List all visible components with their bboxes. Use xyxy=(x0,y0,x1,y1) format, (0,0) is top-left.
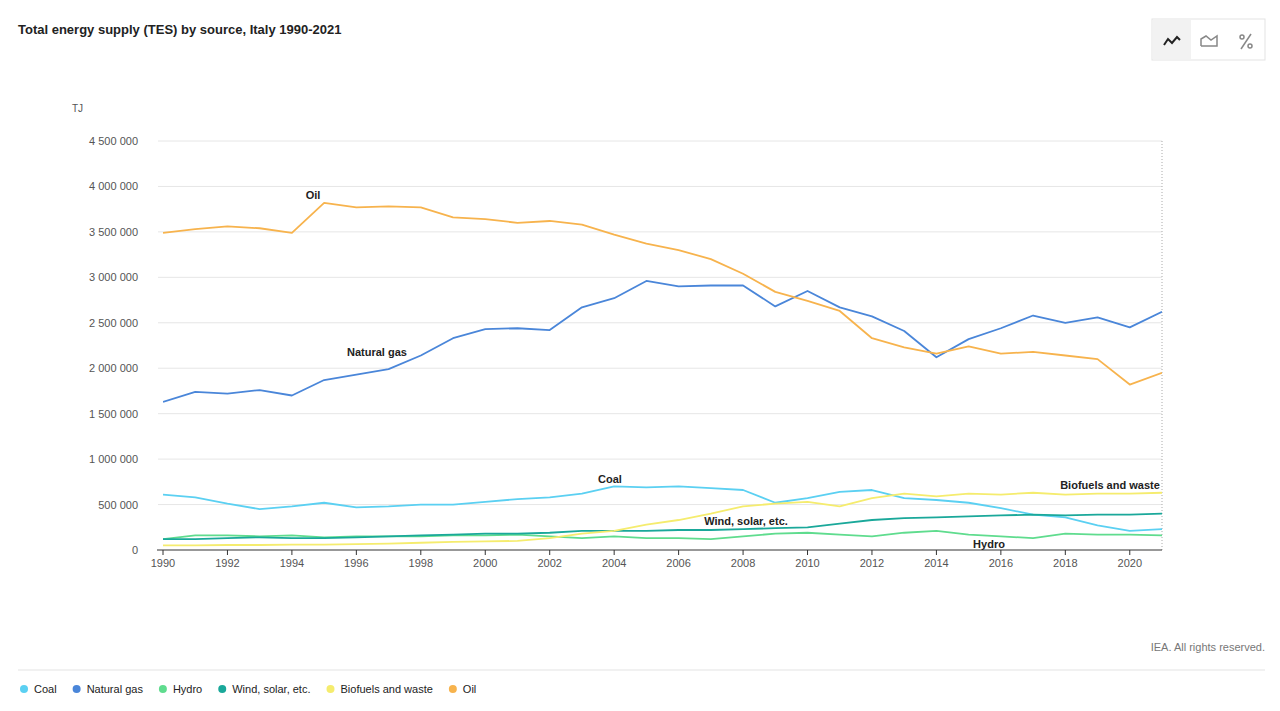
x-tick xyxy=(614,550,615,555)
y-tick-label: 0 xyxy=(132,544,138,556)
x-tick xyxy=(807,550,808,555)
series-line xyxy=(163,493,1162,546)
legend-swatch xyxy=(20,685,28,693)
series-label: Natural gas xyxy=(347,346,407,358)
y-tick-label: 2 000 000 xyxy=(89,362,138,374)
percent-icon xyxy=(1248,44,1252,48)
legend-label: Wind, solar, etc. xyxy=(232,683,310,695)
series-line xyxy=(163,281,1162,402)
x-tick-label: 2002 xyxy=(537,557,561,569)
legend-swatch xyxy=(218,685,226,693)
x-tick-label: 2000 xyxy=(473,557,497,569)
x-tick xyxy=(871,550,872,555)
series-label: Hydro xyxy=(973,538,1005,550)
y-tick-label: 500 000 xyxy=(98,499,138,511)
x-tick-label: 2018 xyxy=(1053,557,1077,569)
percent-icon xyxy=(1240,35,1244,39)
series-label: Oil xyxy=(306,189,321,201)
y-tick-label: 1 000 000 xyxy=(89,453,138,465)
x-tick xyxy=(743,550,744,555)
legend: Coal Natural gas Hydro Wind, solar, etc. Bio… xyxy=(20,683,476,695)
y-tick-label: 3 500 000 xyxy=(89,226,138,238)
title: Total energy supply (TES) by source, Ita… xyxy=(18,22,341,37)
x-tick xyxy=(936,550,937,555)
grid-line xyxy=(158,231,1162,232)
x-tick-label: 2020 xyxy=(1118,557,1142,569)
x-axis xyxy=(157,550,1162,551)
y-axis-label: TJ xyxy=(72,103,83,114)
grid-line xyxy=(158,277,1162,278)
grid-line xyxy=(158,459,1162,460)
area-icon xyxy=(1201,36,1217,46)
legend-label: Coal xyxy=(34,683,57,695)
y-tick-label: 3 000 000 xyxy=(89,271,138,283)
end-marker xyxy=(1162,141,1163,550)
toolbar-frame xyxy=(1152,19,1265,60)
legend-label: Hydro xyxy=(173,683,202,695)
x-tick-label: 2014 xyxy=(924,557,948,569)
x-tick-label: 2008 xyxy=(731,557,755,569)
x-tick-label: 1990 xyxy=(151,557,175,569)
series-line xyxy=(163,203,1162,385)
x-tick-label: 2006 xyxy=(666,557,690,569)
y-tick-label: 4 000 000 xyxy=(89,180,138,192)
x-tick xyxy=(1000,550,1001,555)
x-tick-label: 1994 xyxy=(280,557,304,569)
legend-swatch xyxy=(159,685,167,693)
x-tick xyxy=(420,550,421,555)
grid-line xyxy=(158,413,1162,414)
x-tick xyxy=(678,550,679,555)
x-tick-label: 1998 xyxy=(409,557,433,569)
x-tick xyxy=(1065,550,1066,555)
toolbar-active xyxy=(1153,20,1191,59)
series-label: Wind, solar, etc. xyxy=(704,515,788,527)
line-icon xyxy=(1164,37,1180,45)
lines xyxy=(163,203,1162,546)
legend-swatch xyxy=(327,685,335,693)
series-label: Biofuels and waste xyxy=(1060,479,1160,491)
y-tick-label: 2 500 000 xyxy=(89,317,138,329)
chart: Total energy supply (TES) by source, Ita… xyxy=(0,0,1280,711)
x-tick-label: 1996 xyxy=(344,557,368,569)
percent-icon xyxy=(1241,34,1251,49)
grid-line xyxy=(158,368,1162,369)
x-tick-label: 2010 xyxy=(795,557,819,569)
legend-swatch xyxy=(449,685,457,693)
legend-label: Biofuels and waste xyxy=(341,683,433,695)
grid xyxy=(158,141,1162,505)
legend-swatch xyxy=(73,685,81,693)
y-tick-label: 4 500 000 xyxy=(89,135,138,147)
toolbar xyxy=(1152,19,1265,60)
x-tick xyxy=(1129,550,1130,555)
x-tick xyxy=(549,550,550,555)
x-tick xyxy=(485,550,486,555)
y-tick-label: 1 500 000 xyxy=(89,408,138,420)
x-tick-label: 2012 xyxy=(860,557,884,569)
grid-line xyxy=(158,141,1162,142)
x-tick xyxy=(291,550,292,555)
x-tick-label: 2004 xyxy=(602,557,626,569)
x-tick-label: 2016 xyxy=(989,557,1013,569)
separator xyxy=(18,670,1265,671)
grid-line xyxy=(158,186,1162,187)
legend-label: Natural gas xyxy=(87,683,144,695)
x-tick xyxy=(356,550,357,555)
series-label: Coal xyxy=(598,473,622,485)
legend-label: Oil xyxy=(463,683,476,695)
source: IEA. All rights reserved. xyxy=(1151,641,1265,653)
series-line xyxy=(163,514,1162,539)
x-tick-label: 1992 xyxy=(215,557,239,569)
x-tick xyxy=(163,550,164,555)
x-tick xyxy=(227,550,228,555)
